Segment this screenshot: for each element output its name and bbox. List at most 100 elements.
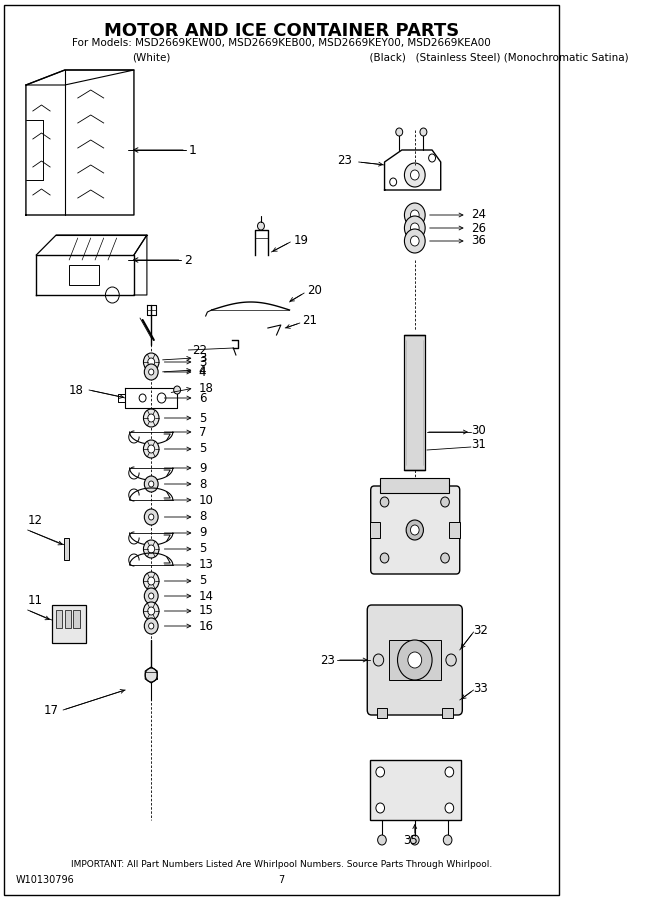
Circle shape	[408, 652, 422, 668]
Circle shape	[148, 414, 155, 422]
Text: 21: 21	[303, 313, 318, 327]
Circle shape	[149, 623, 154, 629]
Text: 20: 20	[307, 284, 321, 296]
Bar	[389, 640, 441, 680]
Circle shape	[411, 223, 419, 233]
Circle shape	[390, 178, 396, 186]
Bar	[370, 522, 380, 538]
Circle shape	[143, 440, 159, 458]
Text: 23: 23	[320, 653, 335, 667]
Text: For Models: MSD2669KEW00, MSD2669KEB00, MSD2669KEY00, MSD2669KEA00: For Models: MSD2669KEW00, MSD2669KEB00, …	[72, 38, 491, 48]
Circle shape	[143, 540, 159, 558]
Circle shape	[149, 593, 154, 599]
Circle shape	[420, 128, 427, 136]
Text: 11: 11	[27, 593, 42, 607]
Circle shape	[376, 767, 385, 777]
Circle shape	[149, 369, 154, 375]
Circle shape	[376, 803, 385, 813]
Bar	[377, 708, 387, 718]
Text: 3: 3	[199, 356, 206, 368]
Text: 17: 17	[43, 704, 58, 716]
Text: 12: 12	[27, 514, 42, 526]
Text: 5: 5	[199, 574, 206, 588]
Bar	[56, 610, 62, 628]
Circle shape	[445, 767, 454, 777]
Text: 5: 5	[199, 543, 206, 555]
Text: 14: 14	[199, 590, 214, 602]
Text: 1: 1	[188, 143, 196, 157]
Bar	[69, 265, 99, 285]
Text: (Black)   (Stainless Steel) (Monochromatic Satina): (Black) (Stainless Steel) (Monochromatic…	[337, 53, 629, 63]
Circle shape	[404, 203, 425, 227]
Text: 30: 30	[471, 424, 486, 436]
Text: 7: 7	[199, 426, 206, 438]
Circle shape	[144, 509, 158, 525]
Circle shape	[144, 588, 158, 604]
Circle shape	[149, 514, 154, 520]
Text: 4: 4	[199, 365, 206, 379]
Text: 8: 8	[199, 510, 206, 524]
Circle shape	[411, 236, 419, 246]
Text: (White): (White)	[132, 53, 170, 63]
Circle shape	[443, 835, 452, 845]
Text: 4: 4	[199, 364, 206, 376]
Text: IMPORTANT: All Part Numbers Listed Are Whirlpool Numbers. Source Parts Through W: IMPORTANT: All Part Numbers Listed Are W…	[71, 860, 492, 869]
Circle shape	[145, 668, 157, 682]
Circle shape	[411, 210, 419, 220]
Circle shape	[258, 222, 265, 230]
Circle shape	[380, 553, 389, 563]
Bar	[370, 760, 460, 820]
Circle shape	[446, 654, 456, 666]
Circle shape	[441, 497, 449, 507]
Bar	[380, 478, 449, 493]
Text: 36: 36	[471, 235, 486, 248]
Text: 15: 15	[199, 605, 214, 617]
Text: 19: 19	[294, 233, 309, 247]
Circle shape	[396, 128, 403, 136]
Text: 35: 35	[403, 833, 418, 847]
Bar	[52, 605, 87, 643]
Circle shape	[143, 353, 159, 371]
Circle shape	[148, 607, 155, 615]
Bar	[64, 538, 69, 560]
Circle shape	[149, 481, 154, 487]
Circle shape	[404, 229, 425, 253]
Text: 23: 23	[337, 154, 352, 166]
Text: 18: 18	[69, 383, 84, 397]
Circle shape	[374, 654, 383, 666]
Circle shape	[144, 364, 158, 380]
Circle shape	[144, 476, 158, 492]
Text: 33: 33	[473, 681, 488, 695]
Text: 10: 10	[199, 493, 214, 507]
Text: 6: 6	[199, 392, 206, 404]
Circle shape	[411, 525, 419, 535]
Circle shape	[148, 445, 155, 453]
Text: 8: 8	[199, 478, 206, 491]
Text: MOTOR AND ICE CONTAINER PARTS: MOTOR AND ICE CONTAINER PARTS	[104, 22, 460, 40]
Circle shape	[148, 358, 155, 366]
Circle shape	[406, 520, 423, 540]
Circle shape	[380, 497, 389, 507]
Circle shape	[148, 545, 155, 553]
Text: 7: 7	[278, 875, 285, 885]
Text: 3: 3	[199, 352, 206, 365]
Text: 2: 2	[184, 254, 192, 266]
Text: 5: 5	[199, 443, 206, 455]
Text: 24: 24	[471, 209, 486, 221]
Text: 26: 26	[471, 221, 486, 235]
Text: 13: 13	[199, 559, 214, 572]
Text: W10130796: W10130796	[16, 875, 74, 885]
Circle shape	[404, 163, 425, 187]
Text: 31: 31	[471, 438, 486, 452]
Circle shape	[411, 835, 419, 845]
Bar	[449, 522, 460, 538]
Circle shape	[173, 386, 181, 394]
Circle shape	[441, 553, 449, 563]
Circle shape	[411, 170, 419, 180]
FancyBboxPatch shape	[371, 486, 460, 574]
Text: 9: 9	[199, 462, 206, 474]
Text: 9: 9	[199, 526, 206, 539]
Circle shape	[445, 803, 454, 813]
Circle shape	[144, 618, 158, 634]
Circle shape	[428, 154, 436, 162]
